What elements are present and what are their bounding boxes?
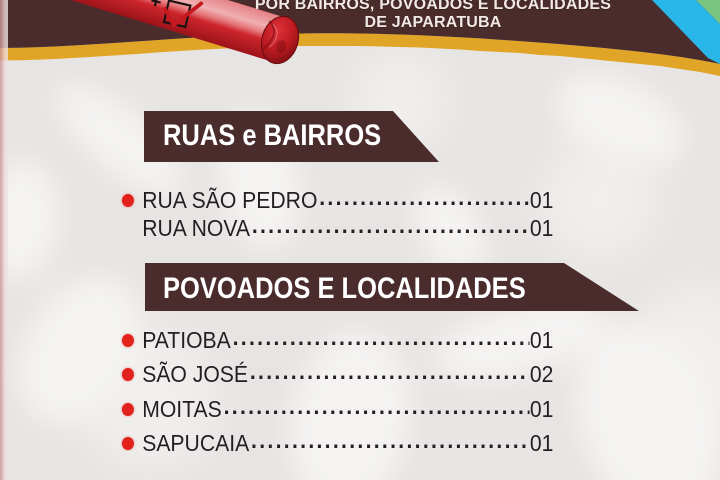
- svg-text:+: +: [148, 0, 164, 14]
